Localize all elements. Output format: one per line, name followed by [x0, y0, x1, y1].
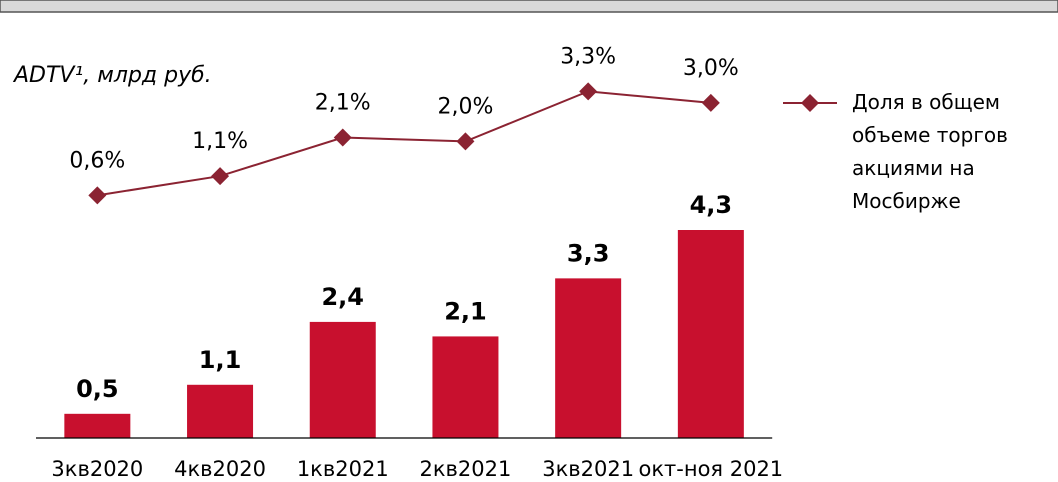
line-value-label: 1,1% [192, 129, 248, 154]
legend-box: Доля в общем объеме торгов акциями на Мо… [852, 90, 1008, 213]
line-marker [701, 93, 720, 112]
bar-value-label: 1,1 [199, 346, 242, 374]
line [97, 90, 711, 197]
line-value-label: 2,1% [315, 91, 371, 116]
subtitle: ADTV¹, млрд руб. [12, 63, 212, 88]
bar [555, 278, 622, 438]
line-marker [211, 167, 230, 186]
bar [187, 384, 254, 438]
line-marker [333, 128, 352, 147]
x-tick-label: 4кв2020 [174, 457, 266, 481]
line-marker [456, 132, 475, 151]
bar-value-label: 2,4 [321, 283, 364, 311]
line-value-label: 3,0% [683, 56, 739, 81]
x-tick-label: 3кв2020 [51, 457, 143, 481]
bar [309, 321, 376, 438]
line-marker [88, 186, 107, 205]
x-tick-label: окт-ноя 2021 [639, 457, 784, 481]
legend-label: Доля в общем объеме торгов акциями на Мо… [852, 90, 1008, 213]
line-value-label: 3,3% [560, 44, 616, 69]
bar [677, 230, 744, 438]
bar-value-label: 2,1 [444, 297, 487, 325]
bar [64, 413, 131, 438]
line-value-label: 0,6% [69, 148, 125, 173]
line-marker [579, 82, 598, 101]
bar [432, 336, 499, 438]
bar-value-label: 0,5 [76, 375, 119, 403]
header-band [0, 0, 1058, 13]
bar-value-label: 3,3 [567, 239, 610, 267]
x-tick-label: 3кв2021 [542, 457, 634, 481]
line-value-label: 2,0% [437, 94, 493, 119]
legend-marker [801, 94, 819, 112]
x-tick-label: 1кв2021 [297, 457, 389, 481]
x-tick-label: 2кв2021 [420, 457, 512, 481]
bar-value-label: 4,3 [690, 191, 733, 219]
